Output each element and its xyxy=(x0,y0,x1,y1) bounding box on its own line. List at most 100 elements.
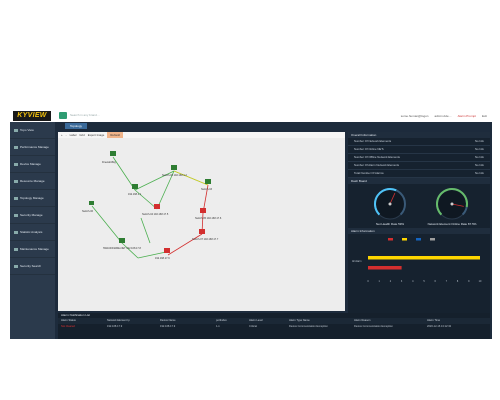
router-icon xyxy=(200,208,206,213)
router-icon xyxy=(154,204,160,209)
column-header[interactable]: Network Element Ip xyxy=(107,319,130,322)
info-value: No Info xyxy=(474,171,484,175)
topology-node[interactable]: 192.168.1.1 xyxy=(128,184,142,196)
bar-category-label: All Alarm xyxy=(352,260,361,263)
refresh-button[interactable]: Refresh xyxy=(107,132,124,138)
legend-swatch xyxy=(416,238,421,241)
column-header[interactable]: Device Name xyxy=(160,319,176,322)
x-tick-label: 0 xyxy=(367,280,369,283)
zoom-out-button[interactable]: - xyxy=(65,133,67,137)
topology-node[interactable]: Firewall-Bkg xyxy=(102,151,116,164)
home-button[interactable] xyxy=(59,112,67,119)
topology-graph: Firewall-Bkg 192.168.1.1 Switch-02 192.1… xyxy=(82,151,222,260)
alarm-port: 1-1 xyxy=(216,325,220,328)
alarm-reason: Device Communication Exception xyxy=(354,325,393,328)
label-button[interactable]: Label xyxy=(69,133,77,137)
alarm-level: Critical xyxy=(249,325,257,328)
app-window: KYVIEW Search in any brand… some.human@l… xyxy=(10,110,492,339)
health-gauge: Net Health Rate 59% xyxy=(374,187,406,226)
router-icon xyxy=(199,229,205,234)
svg-text:Firewall-Bkg: Firewall-Bkg xyxy=(102,161,116,164)
sidebar-item-search[interactable]: Security Search xyxy=(10,258,55,275)
topology-node[interactable]: Switch-02 192.168.1.2 xyxy=(162,165,187,177)
alarm-bar-svg: All Alarm 0 1 2 3 4 5 6 7 8 9 10 xyxy=(352,238,482,283)
alarm-prompt-button[interactable]: Alarm Prompt xyxy=(457,114,476,118)
topology-node[interactable]: 192.168.17.9 xyxy=(155,248,170,260)
export-image-button[interactable]: Export Image xyxy=(87,133,105,137)
info-label: Number Of Alarm Network Elements xyxy=(354,163,400,167)
sidebar-item-security[interactable]: Security Manage xyxy=(10,207,55,224)
sidebar-item-device[interactable]: Device Manage xyxy=(10,156,55,173)
alarm-status: Not Cleared xyxy=(61,325,75,328)
topology-node[interactable]: Switch-03 xyxy=(201,179,213,191)
x-tick-label: 9 xyxy=(468,280,470,283)
topology-link xyxy=(91,205,123,244)
x-tick-label: 2 xyxy=(390,280,392,283)
zoom-in-button[interactable]: + xyxy=(61,133,63,137)
search-icon xyxy=(14,264,18,268)
sidebar-item-label: Device Manage xyxy=(20,162,41,166)
x-tick-label: 1 xyxy=(379,280,381,283)
table-row[interactable]: Not Cleared 192.168.17.9 192.168.17.9 1-… xyxy=(58,324,490,330)
chart-icon xyxy=(14,230,18,234)
user-label[interactable]: some.human@logon xyxy=(400,114,429,118)
sidebar-item-topo-view[interactable]: Topo View xyxy=(10,122,55,139)
svg-text:192.168.17.9: 192.168.17.9 xyxy=(155,257,170,260)
info-row: Number Of Offline Network Elements No Inf… xyxy=(348,154,490,162)
column-header[interactable]: portIndex xyxy=(216,319,227,322)
alarm-type: Device Communication Exception xyxy=(289,325,328,328)
exit-button[interactable]: Exit xyxy=(481,114,487,118)
switch-icon xyxy=(89,201,94,205)
topology-node[interactable]: Switch-07 192.168.17.7 xyxy=(192,229,219,241)
legend-swatch xyxy=(388,238,393,241)
switch-icon xyxy=(132,184,138,189)
alarm-bar-chart: All Alarm 0 1 2 3 4 5 6 7 8 9 10 xyxy=(348,234,490,324)
alarm-table-header: Alarm Status Network Element Ip Device N… xyxy=(58,318,490,324)
wrench-icon xyxy=(14,247,18,251)
info-label: Number Of Network Elements xyxy=(354,139,392,143)
topology-node[interactable]: SW1040NAME-NET 192.168.17.8 xyxy=(103,238,142,250)
overall-info-title: Overall Information xyxy=(348,132,490,138)
sidebar-item-maintenance[interactable]: Maintenance Manage xyxy=(10,241,55,258)
switch-icon xyxy=(205,179,211,184)
brand-logo: KYVIEW xyxy=(13,111,51,121)
topology-link xyxy=(121,242,139,259)
info-row: Number Of Alarm Network Elements No Info xyxy=(348,162,490,170)
sidebar-item-label: Security Manage xyxy=(20,213,43,217)
column-header[interactable]: Alarm Time xyxy=(427,319,441,322)
router-icon xyxy=(164,248,170,253)
topology-link-alarm xyxy=(167,233,203,256)
column-header[interactable]: Alarm Level xyxy=(249,319,263,322)
dashboard-title: Dash Board xyxy=(348,178,490,184)
device-icon xyxy=(14,162,18,166)
topology-node[interactable]: Switch-04 192.168.17.5 xyxy=(142,204,169,216)
topology-canvas[interactable]: Firewall-Bkg 192.168.1.1 Switch-02 192.1… xyxy=(58,138,345,311)
grid-button[interactable]: Grid xyxy=(79,133,85,137)
sidebar-item-resource[interactable]: Resource Manage xyxy=(10,173,55,190)
topology-link xyxy=(156,170,175,210)
info-value: No Info xyxy=(474,155,484,159)
alarm-time: 2020-12-16 13:12:32 xyxy=(427,325,452,328)
svg-text:Switch-03: Switch-03 xyxy=(201,188,213,191)
info-row: Total Number Of Alarms No Info xyxy=(348,170,490,178)
switch-icon xyxy=(110,151,116,156)
column-header[interactable]: Alarm Reason xyxy=(354,319,371,322)
column-header[interactable]: Alarm Status xyxy=(61,319,76,322)
sidebar-item-statistic[interactable]: Statistic Analysis xyxy=(10,224,55,241)
topology-node[interactable]: Switch-05 192.168.17.6 xyxy=(195,208,222,220)
info-row: Number Of Network Elements No Info xyxy=(348,138,490,146)
alarm-ip: 192.168.17.9 xyxy=(107,325,123,328)
sidebar-item-performance[interactable]: Performance Manage xyxy=(10,139,55,156)
svg-text:Switch-05 192.168.17.6: Switch-05 192.168.17.6 xyxy=(195,217,222,220)
column-header[interactable]: Alarm Type Name xyxy=(289,319,310,322)
svg-text:SW1040NAME-NET 192.168.17.8: SW1040NAME-NET 192.168.17.8 xyxy=(103,247,142,250)
topology-node[interactable]: Switch-06 xyxy=(82,201,94,213)
sidebar-item-topology[interactable]: Topology Manage xyxy=(10,190,55,207)
tab-topology[interactable]: Topology xyxy=(65,123,87,129)
admin-label[interactable]: admin Ade… xyxy=(434,114,452,118)
online-rate-gauge: Network Element Online Rate 87.5% xyxy=(428,187,477,226)
search-input[interactable]: Search in any brand… xyxy=(70,113,100,117)
right-panel: Overall Information Number Of Network El… xyxy=(348,132,490,317)
legend-swatch xyxy=(430,238,435,241)
gauges: Net Health Rate 59% Network Element Onli… xyxy=(348,184,490,228)
